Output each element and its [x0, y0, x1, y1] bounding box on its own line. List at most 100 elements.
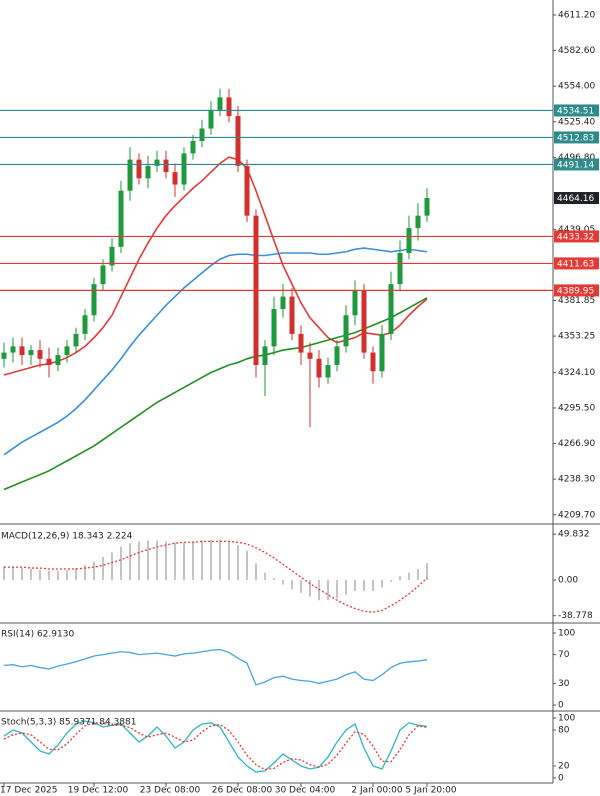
candle-body	[208, 109, 214, 129]
y-tick-label: 4582.60	[558, 46, 595, 56]
level-label: 4433.32	[557, 232, 594, 242]
candle-body	[262, 346, 268, 366]
x-tick-label: 30 Dec 04:00	[275, 786, 336, 796]
indicator-line	[3, 648, 428, 686]
y-tick-label: 30	[558, 679, 570, 689]
candle-body	[19, 346, 25, 356]
moving-average	[3, 247, 428, 456]
candle-body	[334, 346, 340, 366]
indicator-title: RSI(14) 62.9130	[1, 630, 74, 640]
y-tick-label: 100	[558, 713, 575, 723]
candle-body	[91, 284, 97, 316]
candle-body	[388, 284, 394, 334]
candle-body	[316, 358, 322, 378]
y-tick-label: 49.832	[558, 530, 590, 540]
y-tick-label: 4295.50	[558, 403, 595, 413]
candle-body	[199, 128, 205, 141]
candle-body	[163, 159, 169, 173]
candle-body	[109, 246, 115, 266]
y-tick-label: 0.00	[558, 576, 578, 586]
x-tick-label: 19 Dec 12:00	[68, 786, 129, 796]
level-label: 4534.51	[557, 106, 594, 116]
candle-body	[37, 350, 43, 359]
candle-body	[28, 350, 34, 356]
level-label-box	[554, 284, 599, 297]
level-label-box	[554, 230, 599, 243]
y-tick-label: 4266.90	[558, 439, 595, 449]
candle-body	[289, 296, 295, 334]
level-label-box	[554, 104, 599, 117]
candle-body	[298, 333, 304, 353]
x-tick-label: 26 Dec 08:00	[212, 786, 273, 796]
candle-body	[397, 253, 403, 285]
y-tick-label: 4209.70	[558, 510, 595, 520]
level-label: 4411.63	[557, 259, 594, 269]
candle-body	[406, 228, 412, 254]
candle-body	[10, 346, 16, 353]
y-tick-label: 4611.20	[558, 10, 595, 20]
y-tick-label: 70	[558, 650, 570, 660]
level-label: 4491.14	[557, 160, 594, 170]
y-tick-label: 4353.25	[558, 332, 595, 342]
candle-body	[370, 352, 376, 372]
candle-body	[415, 215, 421, 229]
y-tick-label: 4525.40	[558, 117, 595, 127]
y-tick-label: 0	[558, 773, 564, 783]
x-tick-label: 5 Jan 20:00	[405, 786, 457, 796]
y-tick-label: 4324.10	[558, 368, 595, 378]
candle-body	[190, 140, 196, 154]
candle-body	[235, 116, 241, 166]
moving-average	[3, 156, 428, 376]
x-tick-label: 2 Jan 00:00	[351, 786, 403, 796]
candle-body	[307, 352, 313, 359]
candle-body	[424, 198, 430, 216]
indicator-title: Stoch(5,3,3) 85.9371 84.3881	[1, 718, 136, 728]
candle-body	[217, 97, 223, 110]
x-tick-label: 17 Dec 2025	[0, 786, 58, 796]
candle-body	[226, 97, 232, 117]
candle-body	[55, 355, 61, 366]
candle-body	[136, 159, 142, 179]
candle-body	[100, 265, 106, 285]
x-tick-label: 23 Dec 08:00	[140, 786, 201, 796]
moving-average	[3, 297, 428, 491]
candle-body	[352, 290, 358, 316]
level-label: 4464.16	[557, 194, 594, 204]
candle-body	[154, 159, 160, 166]
candle-body	[361, 290, 367, 353]
y-tick-label: 4554.00	[558, 82, 595, 92]
level-label-box	[554, 158, 599, 171]
y-tick-label: -38.778	[558, 611, 593, 621]
candle-body	[127, 159, 133, 191]
level-label-box	[554, 257, 599, 270]
candle-body	[181, 153, 187, 185]
y-tick-label: 4496.80	[558, 153, 595, 163]
candle-body	[244, 165, 250, 216]
candle-body	[145, 165, 151, 179]
candle-body	[118, 190, 124, 247]
y-tick-label: 4381.85	[558, 296, 595, 306]
y-tick-label: 80	[558, 725, 570, 735]
level-label: 4389.95	[557, 286, 594, 296]
level-label-box	[554, 131, 599, 144]
y-tick-label: 0	[558, 701, 564, 711]
y-tick-label: 100	[558, 629, 575, 639]
candle-body	[82, 315, 88, 334]
y-tick-label: 20	[558, 761, 570, 771]
candle-body	[343, 315, 349, 347]
candle-body	[271, 309, 277, 347]
y-tick-label: 4439.05	[558, 225, 595, 235]
candle-body	[64, 346, 70, 356]
candle-body	[46, 358, 52, 366]
candle-body	[1, 352, 7, 359]
indicator-line	[3, 720, 428, 773]
level-label-box	[554, 192, 599, 205]
y-tick-label: 4238.30	[558, 475, 595, 485]
candle-body	[325, 365, 331, 378]
candle-body	[280, 296, 286, 310]
candle-body	[379, 333, 385, 372]
candle-body	[73, 333, 79, 347]
